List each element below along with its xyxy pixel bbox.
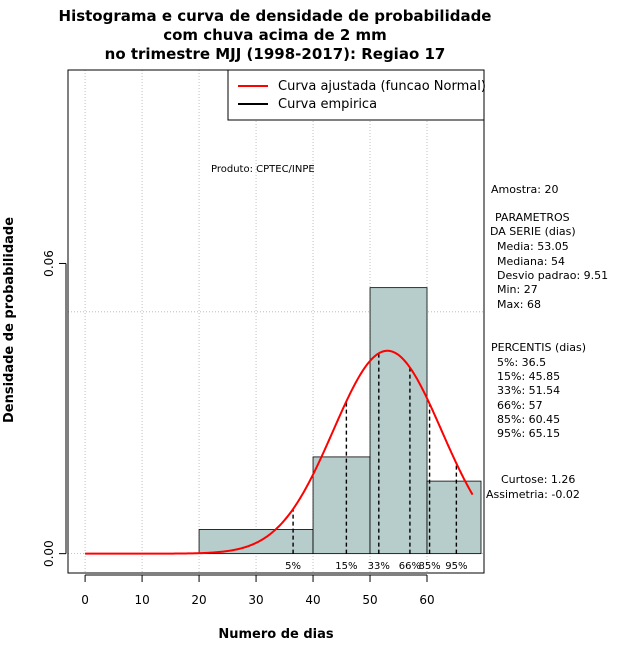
stats-param-max: Max: 68: [497, 298, 541, 311]
bars-layer: [198, 287, 482, 555]
percentile-label-0: 5%: [285, 561, 301, 572]
curve-layer: [85, 349, 474, 555]
percentile-layer: 5% 15% 33% 66%85% 95%: [285, 353, 467, 572]
legend: Curva ajustada (funcao Normal) Curva emp…: [227, 69, 486, 121]
percentile-label-3: 66%: [399, 561, 421, 572]
stats-curtose: Curtose: 1.26: [501, 473, 575, 486]
x-tick-label-40: 40: [305, 593, 320, 607]
stats-params-header-2: DA SERIE (dias): [490, 225, 576, 238]
stats-assimetria: Assimetria: -0.02: [486, 488, 580, 501]
percentile-label-1: 15%: [335, 561, 357, 572]
legend-label-empirical: Curva empirica: [278, 97, 377, 112]
normal-density-curve: [85, 349, 474, 555]
stats-percentil-95: 95%: 65.15: [497, 427, 560, 440]
stats-param-min: Min: 27: [497, 283, 538, 296]
axis-layer: 0 10 20 30 40 50 60 0.00 0.06: [42, 250, 435, 607]
stats-percentil-66: 66%: 57: [497, 399, 543, 412]
stats-panel: Amostra: 20 PARAMETROS DA SERIE (dias) M…: [486, 183, 608, 501]
chart-title-line-2: com chuva acima de 2 mm: [163, 26, 387, 44]
histogram-bar-1: [312, 456, 371, 555]
legend-box: [227, 69, 485, 121]
stats-percentil-5: 5%: 36.5: [497, 356, 546, 369]
percentile-label-2: 33%: [368, 561, 390, 572]
stats-percentil-85: 85%: 60.45: [497, 413, 560, 426]
y-tick-label-0: 0.00: [42, 540, 56, 567]
stats-params-header-1: PARAMETROS: [495, 211, 570, 224]
legend-label-normal: Curva ajustada (funcao Normal): [278, 79, 486, 94]
y-tick-label-1: 0.06: [42, 250, 56, 277]
x-tick-label-30: 30: [248, 593, 263, 607]
percentile-label-4: 85%: [418, 561, 440, 572]
x-tick-label-10: 10: [134, 593, 149, 607]
stats-percentil-33: 33%: 51.54: [497, 384, 560, 397]
histogram-bar-3: [426, 480, 482, 555]
stats-param-median: Mediana: 54: [497, 255, 565, 268]
x-tick-label-0: 0: [81, 593, 89, 607]
product-label: Produto: CPTEC/INPE: [211, 164, 315, 175]
histogram-bar-2: [369, 287, 428, 555]
x-tick-label-20: 20: [191, 593, 206, 607]
stats-param-sd: Desvio padrao: 9.51: [497, 269, 608, 282]
stats-percentis-header: PERCENTIS (dias): [491, 341, 586, 354]
y-axis-title: Densidade de probabilidade: [2, 217, 17, 423]
percentile-label-5: 95%: [445, 561, 467, 572]
x-tick-label-60: 60: [419, 593, 434, 607]
histogram-bar-0: [198, 529, 314, 555]
stats-param-mean: Media: 53.05: [497, 240, 569, 253]
chart-title-line-1: Histograma e curva de densidade de proba…: [59, 7, 492, 25]
x-axis-title: Numero de dias: [218, 627, 334, 642]
x-tick-label-50: 50: [362, 593, 377, 607]
stats-percentil-15: 15%: 45.85: [497, 370, 560, 383]
stats-sample: Amostra: 20: [491, 183, 558, 196]
chart-title-line-3: no trimestre MJJ (1998-2017): Regiao 17: [105, 45, 446, 63]
